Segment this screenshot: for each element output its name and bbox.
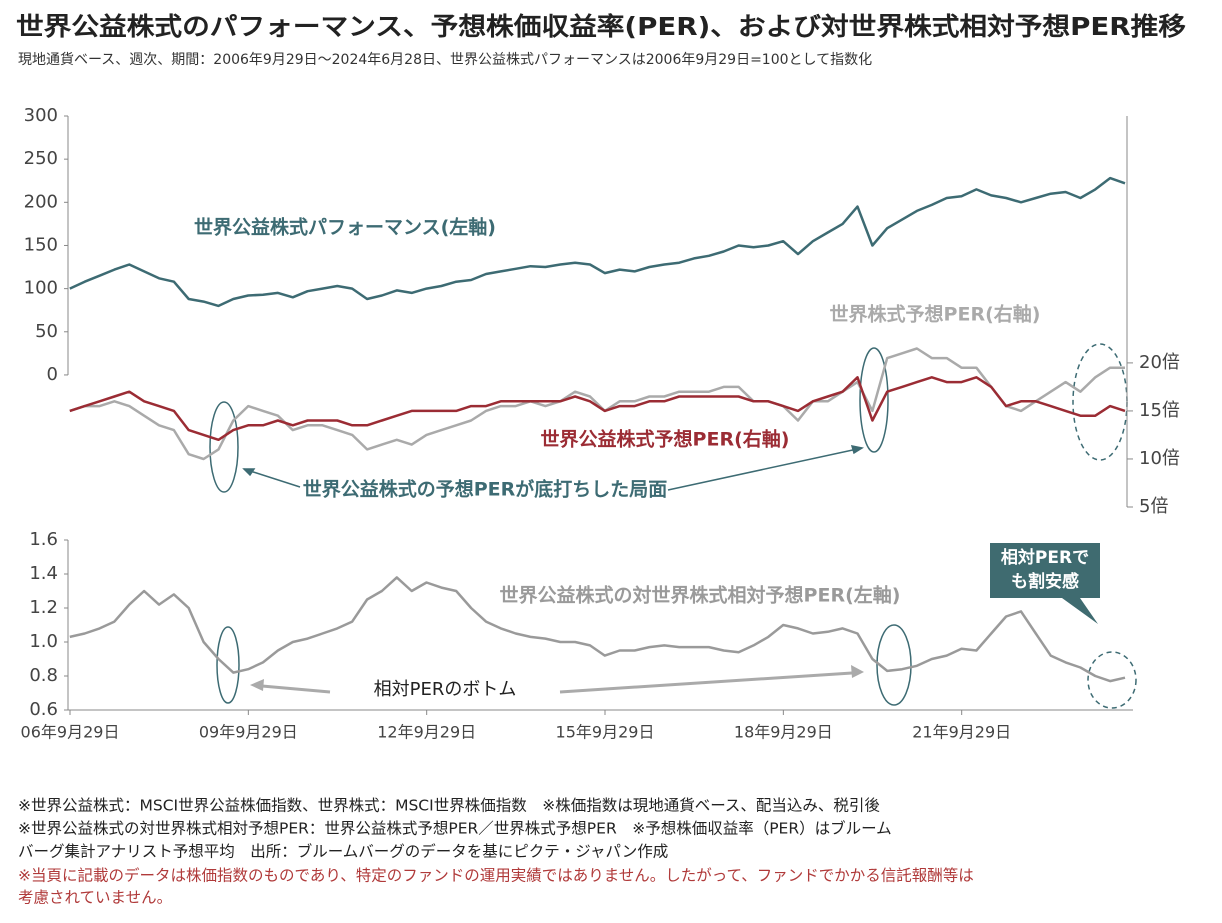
arrow (243, 468, 301, 488)
annotation: 世界公益株式の予想PERが底打ちした局面 (303, 478, 668, 501)
series-label: 世界公益株式予想PER(右軸) (541, 428, 790, 451)
series-label: 世界公益株式の対世界株式相対予想PER(左軸) (500, 584, 901, 607)
arrow (667, 447, 863, 491)
y-tick-label: 200 (24, 191, 58, 212)
y-tick-label: 250 (24, 148, 58, 169)
x-tick-label: 06年9月29日 (21, 723, 120, 742)
arrow-head (851, 665, 864, 678)
series-label: 世界公益株式パフォーマンス(左軸) (194, 216, 496, 239)
footnote: ※世界公益株式：MSCI世界公益株価指数、世界株式：MSCI世界株価指数 ※株価… (18, 797, 880, 815)
y2-tick-label: 5倍 (1139, 496, 1168, 517)
series-line (69, 576, 1126, 683)
bottom-arrows (250, 665, 864, 694)
footnote: バーグ集計アナリスト予想平均 出所：ブルームバーグのデータを基にピクテ・ジャパン… (18, 842, 668, 861)
callout-box (990, 543, 1100, 624)
series-line (69, 347, 1125, 461)
x-tick-label: 15年9月29日 (556, 723, 655, 742)
y-tick-label: 1.4 (29, 563, 58, 584)
arrow-head (250, 679, 264, 691)
series-line (69, 376, 1126, 442)
x-tick-label: 21年9月29日 (912, 723, 1011, 742)
subtitle: 現地通貨ベース、週次、期間：2006年9月29日～2024年6月28日、世界公益… (18, 51, 872, 68)
y-tick-label: 0 (47, 364, 58, 385)
y-tick-label: 0.6 (29, 699, 58, 720)
y-tick-label: 1.6 (29, 529, 58, 550)
arrow (261, 684, 331, 694)
series-label: 世界株式予想PER(右軸) (830, 303, 1041, 326)
y2-tick-label: 20倍 (1139, 352, 1180, 373)
y-tick-label: 150 (24, 234, 58, 255)
arrow (559, 671, 853, 694)
warning-note: 考慮されていません。 (18, 889, 172, 907)
y-tick-label: 1.0 (29, 631, 58, 652)
annotation: 相対PERのボトム (374, 679, 517, 700)
y-tick-label: 300 (24, 105, 58, 126)
callout-text: も割安感 (1011, 571, 1079, 592)
series-line (69, 176, 1126, 308)
y-tick-label: 0.8 (29, 665, 58, 686)
highlight-ellipse (1087, 651, 1137, 709)
x-tick-label: 09年9月29日 (199, 723, 298, 742)
callout-text: 相対PERで (1001, 547, 1089, 568)
x-tick-label: 18年9月29日 (734, 723, 833, 742)
title: 世界公益株式のパフォーマンス、予想株価収益率(PER)、および対世界株式相対予想… (16, 12, 1186, 41)
highlight-ellipse (209, 401, 239, 493)
highlight-ellipse (216, 626, 240, 704)
y-tick-label: 100 (24, 278, 58, 299)
footnote: ※世界公益株式の対世界株式相対予想PER：世界公益株式予想PER／世界株式予想P… (18, 819, 892, 838)
y2-tick-label: 10倍 (1139, 448, 1180, 469)
arrow-head (242, 468, 256, 477)
warning-note: ※当頁に記載のデータは株価指数のものであり、特定のファンドの運用実績ではありませ… (18, 866, 974, 885)
y-tick-label: 50 (35, 321, 58, 342)
x-tick-label: 12年9月29日 (377, 723, 476, 742)
arrow-head (850, 445, 864, 455)
highlight-ellipse (859, 347, 889, 453)
y2-tick-label: 15倍 (1139, 400, 1180, 421)
highlight-ellipse (876, 624, 912, 706)
y-tick-label: 1.2 (29, 597, 58, 618)
